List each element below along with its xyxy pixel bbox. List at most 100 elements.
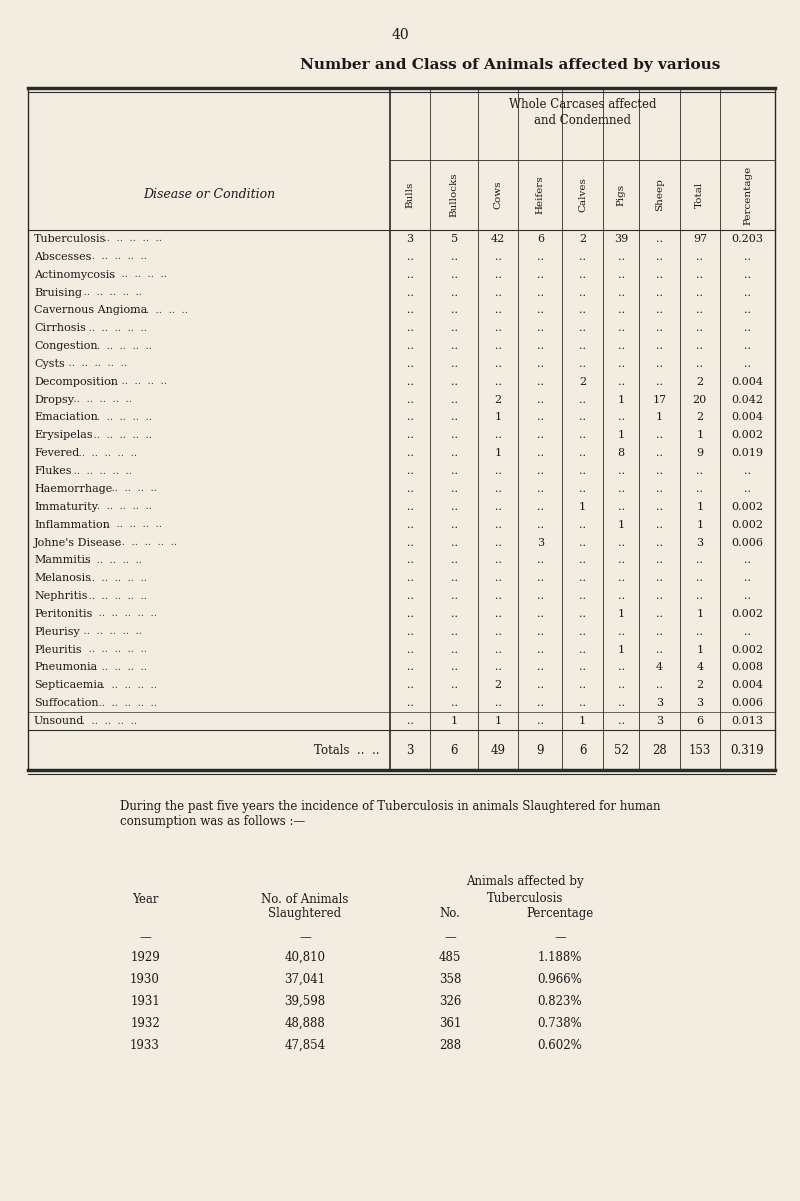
Text: 1: 1: [494, 448, 502, 459]
Text: Flukes: Flukes: [34, 466, 71, 476]
Text: ..: ..: [450, 466, 458, 476]
Text: ..: ..: [579, 520, 586, 530]
Text: 1: 1: [696, 520, 703, 530]
Text: Cysts: Cysts: [34, 359, 65, 369]
Text: 0.738%: 0.738%: [538, 1017, 582, 1030]
Text: ..: ..: [579, 680, 586, 691]
Text: 288: 288: [439, 1039, 461, 1052]
Text: 6: 6: [578, 743, 586, 757]
Text: ..: ..: [696, 466, 703, 476]
Text: ..: ..: [450, 430, 458, 441]
Text: ..: ..: [656, 448, 663, 459]
Text: ..  ..  ..  ..  ..: .. .. .. .. ..: [122, 306, 188, 315]
Text: Johne's Disease: Johne's Disease: [34, 538, 122, 548]
Text: ..: ..: [579, 359, 586, 369]
Text: ..: ..: [406, 323, 414, 333]
Text: 47,854: 47,854: [285, 1039, 326, 1052]
Text: 0.002: 0.002: [731, 502, 763, 512]
Text: ..: ..: [618, 698, 625, 709]
Text: ..: ..: [406, 645, 414, 655]
Text: ..: ..: [494, 377, 502, 387]
Text: 97: 97: [693, 234, 707, 244]
Text: ..: ..: [744, 270, 751, 280]
Text: ..: ..: [656, 520, 663, 530]
Text: ..: ..: [656, 234, 663, 244]
Text: Mammitis: Mammitis: [34, 555, 90, 566]
Text: ..: ..: [494, 520, 502, 530]
Text: ..: ..: [406, 663, 414, 673]
Text: ..: ..: [406, 502, 414, 512]
Text: Disease or Condition: Disease or Condition: [143, 189, 275, 202]
Text: ..: ..: [406, 430, 414, 441]
Text: 1932: 1932: [130, 1017, 160, 1030]
Text: ..: ..: [696, 341, 703, 351]
Text: ..: ..: [537, 502, 544, 512]
Text: Immaturity: Immaturity: [34, 502, 98, 512]
Text: ..  ..  ..  ..  ..: .. .. .. .. ..: [82, 663, 147, 673]
Text: —: —: [299, 931, 311, 944]
Text: ..: ..: [656, 627, 663, 637]
Text: ..: ..: [537, 520, 544, 530]
Text: Pleurisy: Pleurisy: [34, 627, 80, 637]
Text: 326: 326: [439, 994, 461, 1008]
Text: 2: 2: [494, 680, 502, 691]
Text: ..: ..: [656, 466, 663, 476]
Text: ..: ..: [537, 573, 544, 584]
Text: ..: ..: [406, 538, 414, 548]
Text: ..: ..: [618, 377, 625, 387]
Text: ..: ..: [494, 341, 502, 351]
Text: 0.042: 0.042: [731, 395, 763, 405]
Text: 1: 1: [696, 430, 703, 441]
Text: ..: ..: [537, 377, 544, 387]
Text: ..  ..  ..  ..  ..: .. .. .. .. ..: [77, 627, 142, 637]
Text: 0.203: 0.203: [731, 234, 763, 244]
Text: Pneumonia: Pneumonia: [34, 663, 98, 673]
Text: ..: ..: [406, 520, 414, 530]
Text: 40,810: 40,810: [285, 951, 326, 964]
Text: ..  ..  ..  ..  ..: .. .. .. .. ..: [102, 270, 167, 279]
Text: ..: ..: [656, 323, 663, 333]
Text: 153: 153: [689, 743, 711, 757]
Text: ..: ..: [494, 573, 502, 584]
Text: ..: ..: [618, 466, 625, 476]
Text: Sheep: Sheep: [655, 179, 664, 211]
Text: 2: 2: [579, 377, 586, 387]
Text: ..: ..: [618, 680, 625, 691]
Text: ..: ..: [696, 573, 703, 584]
Text: ..: ..: [744, 287, 751, 298]
Text: ..: ..: [537, 609, 544, 619]
Text: 40: 40: [391, 28, 409, 42]
Text: 0.002: 0.002: [731, 430, 763, 441]
Text: ..  ..  ..  ..  ..: .. .. .. .. ..: [87, 413, 152, 422]
Text: ..: ..: [656, 287, 663, 298]
Text: ..: ..: [618, 555, 625, 566]
Text: ..: ..: [579, 430, 586, 441]
Text: 361: 361: [439, 1017, 461, 1030]
Text: 3: 3: [656, 698, 663, 709]
Text: ..: ..: [656, 252, 663, 262]
Text: 0.002: 0.002: [731, 609, 763, 619]
Text: ..: ..: [450, 484, 458, 494]
Text: ..: ..: [450, 270, 458, 280]
Text: ..: ..: [579, 627, 586, 637]
Text: ..: ..: [494, 645, 502, 655]
Text: ..: ..: [450, 663, 458, 673]
Text: ..: ..: [494, 698, 502, 709]
Text: Animals affected by: Animals affected by: [466, 876, 584, 888]
Text: ..: ..: [537, 448, 544, 459]
Text: ..: ..: [744, 466, 751, 476]
Text: Abscesses: Abscesses: [34, 252, 91, 262]
Text: ..  ..  ..  ..  ..: .. .. .. .. ..: [102, 377, 167, 387]
Text: ..: ..: [618, 663, 625, 673]
Text: ..: ..: [406, 377, 414, 387]
Text: ..: ..: [696, 323, 703, 333]
Text: ..: ..: [450, 287, 458, 298]
Text: Number and Class of Animals affected by various: Number and Class of Animals affected by …: [300, 58, 720, 72]
Text: ..: ..: [450, 645, 458, 655]
Text: ..: ..: [450, 341, 458, 351]
Text: ..: ..: [494, 663, 502, 673]
Text: ..  ..  ..  ..  ..: .. .. .. .. ..: [66, 395, 131, 405]
Text: 4: 4: [696, 663, 703, 673]
Text: ..: ..: [696, 627, 703, 637]
Text: ..: ..: [406, 412, 414, 423]
